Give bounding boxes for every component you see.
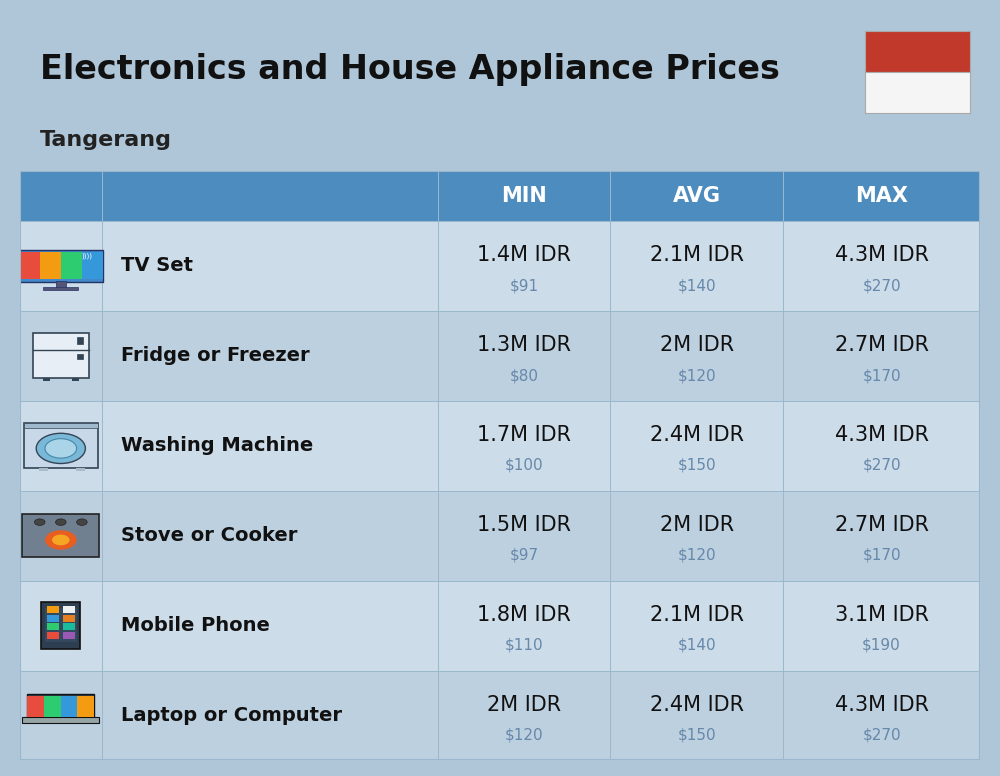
Bar bbox=[56, 282, 66, 289]
Bar bbox=[20, 670, 980, 760]
Text: Stove or Cooker: Stove or Cooker bbox=[121, 526, 297, 545]
Bar bbox=[82, 252, 103, 279]
Text: 1.5M IDR: 1.5M IDR bbox=[477, 514, 571, 535]
Bar bbox=[63, 615, 75, 622]
Text: $140: $140 bbox=[677, 638, 716, 653]
Bar bbox=[61, 252, 82, 279]
Text: AVG: AVG bbox=[673, 185, 721, 206]
Bar bbox=[27, 694, 94, 719]
Bar bbox=[61, 696, 77, 716]
Bar bbox=[19, 252, 40, 279]
Bar bbox=[63, 632, 75, 639]
Bar bbox=[63, 606, 75, 613]
Bar bbox=[44, 696, 61, 716]
Text: 2.7M IDR: 2.7M IDR bbox=[835, 335, 929, 355]
Text: $140: $140 bbox=[677, 278, 716, 293]
Bar bbox=[47, 606, 59, 613]
Text: )))): )))) bbox=[82, 253, 93, 259]
Text: 1.7M IDR: 1.7M IDR bbox=[477, 425, 571, 445]
Text: TV Set: TV Set bbox=[121, 256, 193, 275]
Bar bbox=[610, 171, 783, 221]
Bar bbox=[76, 468, 85, 470]
Text: 2M IDR: 2M IDR bbox=[660, 335, 734, 355]
Text: 4.3M IDR: 4.3M IDR bbox=[835, 695, 929, 715]
Text: $80: $80 bbox=[510, 368, 538, 383]
Text: Laptop or Computer: Laptop or Computer bbox=[121, 706, 342, 725]
Bar bbox=[40, 252, 61, 279]
Text: MAX: MAX bbox=[855, 185, 908, 206]
Bar bbox=[22, 514, 99, 557]
Circle shape bbox=[45, 530, 77, 549]
Bar bbox=[33, 333, 89, 379]
Text: 4.3M IDR: 4.3M IDR bbox=[835, 425, 929, 445]
Text: $100: $100 bbox=[505, 458, 543, 473]
Circle shape bbox=[52, 535, 70, 546]
Bar bbox=[24, 423, 98, 428]
Bar bbox=[72, 378, 79, 380]
Text: 1.3M IDR: 1.3M IDR bbox=[477, 335, 571, 355]
Text: $110: $110 bbox=[505, 638, 543, 653]
Text: Mobile Phone: Mobile Phone bbox=[121, 616, 270, 635]
Text: 2.4M IDR: 2.4M IDR bbox=[650, 425, 744, 445]
Bar bbox=[20, 400, 980, 490]
Bar bbox=[77, 338, 83, 344]
Text: 2.7M IDR: 2.7M IDR bbox=[835, 514, 929, 535]
Bar bbox=[20, 310, 980, 400]
Bar bbox=[27, 696, 44, 716]
Text: 2.1M IDR: 2.1M IDR bbox=[650, 605, 744, 625]
Bar bbox=[47, 623, 59, 630]
Text: $270: $270 bbox=[862, 278, 901, 293]
Text: 2M IDR: 2M IDR bbox=[660, 514, 734, 535]
Text: $120: $120 bbox=[677, 368, 716, 383]
Bar bbox=[63, 623, 75, 630]
Bar bbox=[43, 378, 50, 380]
Text: 2.1M IDR: 2.1M IDR bbox=[650, 245, 744, 265]
Bar bbox=[77, 354, 83, 359]
Text: 4.3M IDR: 4.3M IDR bbox=[835, 245, 929, 265]
Text: $91: $91 bbox=[509, 278, 539, 293]
Text: $120: $120 bbox=[505, 728, 543, 743]
Bar bbox=[20, 171, 102, 221]
Text: $150: $150 bbox=[677, 728, 716, 743]
Text: $270: $270 bbox=[862, 728, 901, 743]
Text: 2M IDR: 2M IDR bbox=[487, 695, 561, 715]
Bar bbox=[39, 468, 48, 470]
Bar bbox=[45, 608, 77, 642]
Text: Tangerang: Tangerang bbox=[40, 130, 172, 150]
Circle shape bbox=[36, 433, 85, 463]
Text: $170: $170 bbox=[862, 368, 901, 383]
Bar bbox=[102, 171, 438, 221]
Circle shape bbox=[45, 438, 77, 458]
Text: $150: $150 bbox=[677, 458, 716, 473]
Text: 2.4M IDR: 2.4M IDR bbox=[650, 695, 744, 715]
Text: 3.1M IDR: 3.1M IDR bbox=[835, 605, 929, 625]
Circle shape bbox=[56, 519, 66, 525]
Text: 1.4M IDR: 1.4M IDR bbox=[477, 245, 571, 265]
Bar bbox=[22, 717, 99, 722]
Text: $270: $270 bbox=[862, 458, 901, 473]
Text: 1.8M IDR: 1.8M IDR bbox=[477, 605, 571, 625]
Bar bbox=[20, 580, 980, 670]
Bar bbox=[438, 171, 610, 221]
Text: Washing Machine: Washing Machine bbox=[121, 436, 313, 456]
Text: $190: $190 bbox=[862, 638, 901, 653]
Bar bbox=[47, 615, 59, 622]
Text: Fridge or Freezer: Fridge or Freezer bbox=[121, 346, 309, 365]
Text: $97: $97 bbox=[509, 548, 539, 563]
Text: $170: $170 bbox=[862, 548, 901, 563]
Bar bbox=[47, 632, 59, 639]
Bar bbox=[24, 423, 98, 469]
Bar bbox=[43, 287, 78, 289]
Text: $120: $120 bbox=[677, 548, 716, 563]
Bar bbox=[77, 696, 94, 716]
Circle shape bbox=[77, 519, 87, 525]
Bar bbox=[20, 221, 980, 311]
Bar bbox=[41, 602, 80, 650]
Text: MIN: MIN bbox=[501, 185, 547, 206]
Circle shape bbox=[34, 519, 45, 525]
Bar bbox=[783, 171, 980, 221]
Bar bbox=[20, 490, 980, 580]
Bar bbox=[19, 250, 103, 282]
Text: Electronics and House Appliance Prices: Electronics and House Appliance Prices bbox=[40, 54, 780, 86]
